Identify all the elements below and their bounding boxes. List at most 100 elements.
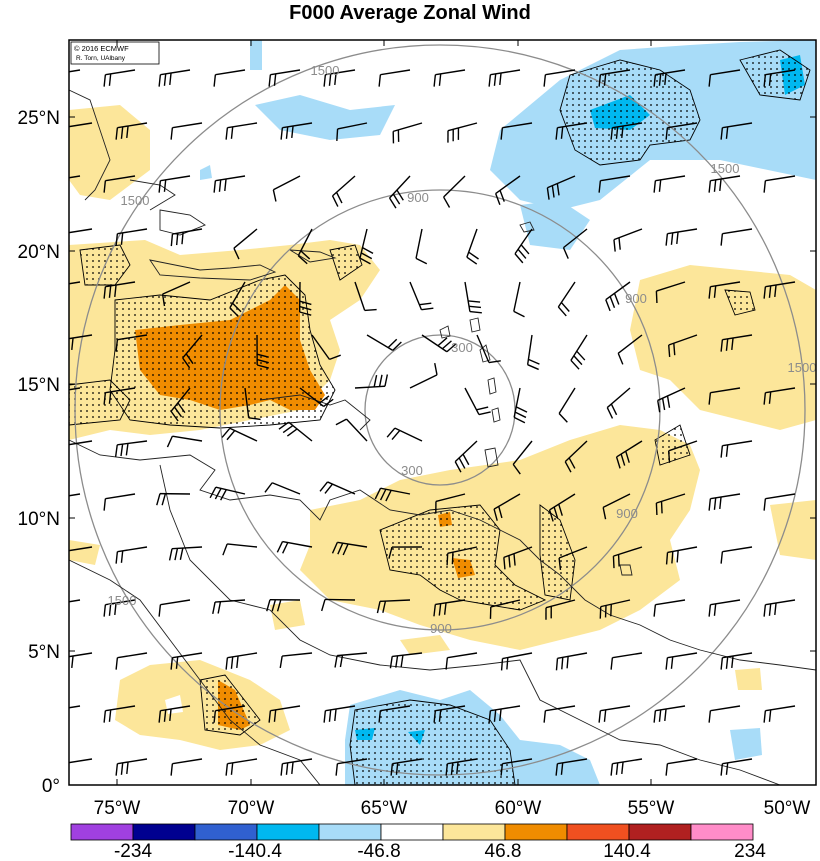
ring-label: 1500 bbox=[108, 593, 137, 608]
wind-barb bbox=[558, 387, 576, 423]
lon-label: 75°W bbox=[94, 798, 141, 819]
wind-barb bbox=[720, 652, 753, 670]
wind-barb bbox=[557, 281, 576, 317]
wind-barb bbox=[763, 281, 796, 299]
wind-barb bbox=[69, 69, 81, 73]
wind-barb bbox=[268, 69, 301, 87]
colorbar-segment bbox=[194, 823, 258, 841]
lat-label: 25°N bbox=[18, 108, 60, 129]
lat-label: 5°N bbox=[28, 642, 60, 663]
wind-barb bbox=[665, 652, 698, 670]
wind-barb bbox=[615, 440, 643, 469]
wind-barb bbox=[655, 281, 686, 304]
wind-barb bbox=[667, 440, 698, 463]
wind-barb bbox=[409, 281, 434, 311]
wind-barb bbox=[610, 758, 643, 776]
lat-label: 0° bbox=[42, 776, 60, 797]
wind-barb bbox=[433, 599, 466, 617]
wind-barb bbox=[354, 374, 389, 389]
wind-barb bbox=[409, 362, 438, 389]
wind-barb bbox=[720, 334, 753, 352]
wind-barb bbox=[170, 758, 203, 776]
wind-barb bbox=[708, 387, 741, 405]
ring-label: 1500 bbox=[788, 360, 817, 375]
wind-barb bbox=[494, 175, 521, 205]
ring-label: 900 bbox=[407, 190, 429, 205]
wind-barb bbox=[613, 228, 643, 252]
wind-barb bbox=[500, 122, 533, 140]
wind-barb bbox=[297, 228, 313, 265]
colorbar bbox=[70, 823, 754, 841]
wind-barb bbox=[665, 228, 698, 246]
wind-barb bbox=[268, 705, 301, 723]
colorbar-label: -140.4 bbox=[228, 841, 282, 861]
wind-barb bbox=[298, 281, 312, 316]
axis-ticks bbox=[69, 40, 816, 786]
map-frame bbox=[68, 39, 817, 786]
wind-barb bbox=[392, 122, 423, 144]
wind-barb bbox=[103, 493, 136, 511]
wind-barb bbox=[233, 228, 258, 260]
ring-label: 900 bbox=[430, 621, 452, 636]
wind-barb bbox=[602, 493, 631, 520]
map-area: 300 300 900 900 900 900 1500 1500 1500 1… bbox=[69, 40, 817, 785]
wind-barb bbox=[331, 541, 368, 556]
wind-barb bbox=[244, 387, 261, 421]
wind-barb bbox=[763, 599, 796, 617]
wind-barb bbox=[103, 281, 136, 299]
wind-barb bbox=[366, 334, 402, 351]
lon-label: 65°W bbox=[361, 798, 408, 819]
wind-barb bbox=[445, 758, 478, 776]
wind-barb bbox=[421, 334, 457, 353]
wind-barb bbox=[69, 281, 81, 285]
wind-barb bbox=[69, 228, 93, 234]
wind-barb bbox=[415, 228, 428, 265]
wind-barb bbox=[445, 652, 478, 670]
wind-barb bbox=[433, 69, 466, 87]
map-title: F000 Average Zonal Wind bbox=[289, 2, 531, 24]
wind-barb bbox=[69, 334, 93, 351]
wind-barb bbox=[69, 599, 81, 603]
wind-barb bbox=[763, 705, 796, 723]
coastlines bbox=[69, 89, 816, 785]
wind-barb bbox=[272, 175, 301, 202]
wind-barb bbox=[653, 69, 686, 87]
colorbar-segment bbox=[628, 823, 692, 841]
wind-barb bbox=[334, 652, 368, 668]
wind-barb bbox=[546, 175, 576, 200]
wind-barb bbox=[229, 281, 246, 317]
wind-barb bbox=[69, 175, 81, 179]
ring-label: 300 bbox=[401, 463, 423, 478]
wind-barb bbox=[115, 652, 148, 670]
wind-barb bbox=[489, 599, 521, 619]
wind-barb bbox=[503, 546, 533, 570]
wind-barb bbox=[161, 281, 191, 307]
wind-barb bbox=[665, 546, 698, 565]
ring-label: 300 bbox=[451, 340, 473, 355]
wind-barb bbox=[763, 493, 796, 511]
wind-barb bbox=[278, 421, 313, 442]
wind-barb bbox=[708, 599, 741, 617]
wind-barb bbox=[389, 652, 423, 669]
colorbar-labels: -234 -140.4 -46.8 46.8 140.4 234 bbox=[114, 841, 766, 861]
wind-barb bbox=[114, 440, 148, 457]
wind-barb bbox=[266, 598, 301, 612]
wind-barb bbox=[323, 69, 356, 87]
wind-barb bbox=[103, 69, 136, 87]
colorbar-segment bbox=[256, 823, 320, 841]
wind-barb bbox=[374, 487, 411, 502]
wind-barb bbox=[323, 705, 356, 723]
wind-barb bbox=[69, 546, 93, 552]
latitude-labels: 25°N 20°N 15°N 10°N 5°N 0° bbox=[18, 108, 60, 797]
wind-barb bbox=[103, 175, 136, 193]
wind-barb bbox=[598, 69, 631, 87]
colorbar-label: 140.4 bbox=[603, 841, 651, 861]
wind-barb bbox=[212, 599, 246, 614]
wind-barb bbox=[657, 387, 686, 413]
wind-barb bbox=[213, 69, 246, 87]
wind-barb bbox=[653, 705, 686, 723]
lat-label: 15°N bbox=[18, 375, 60, 396]
wind-barb bbox=[221, 427, 258, 442]
colorbar-segment bbox=[442, 823, 506, 841]
wind-barb bbox=[513, 281, 525, 318]
